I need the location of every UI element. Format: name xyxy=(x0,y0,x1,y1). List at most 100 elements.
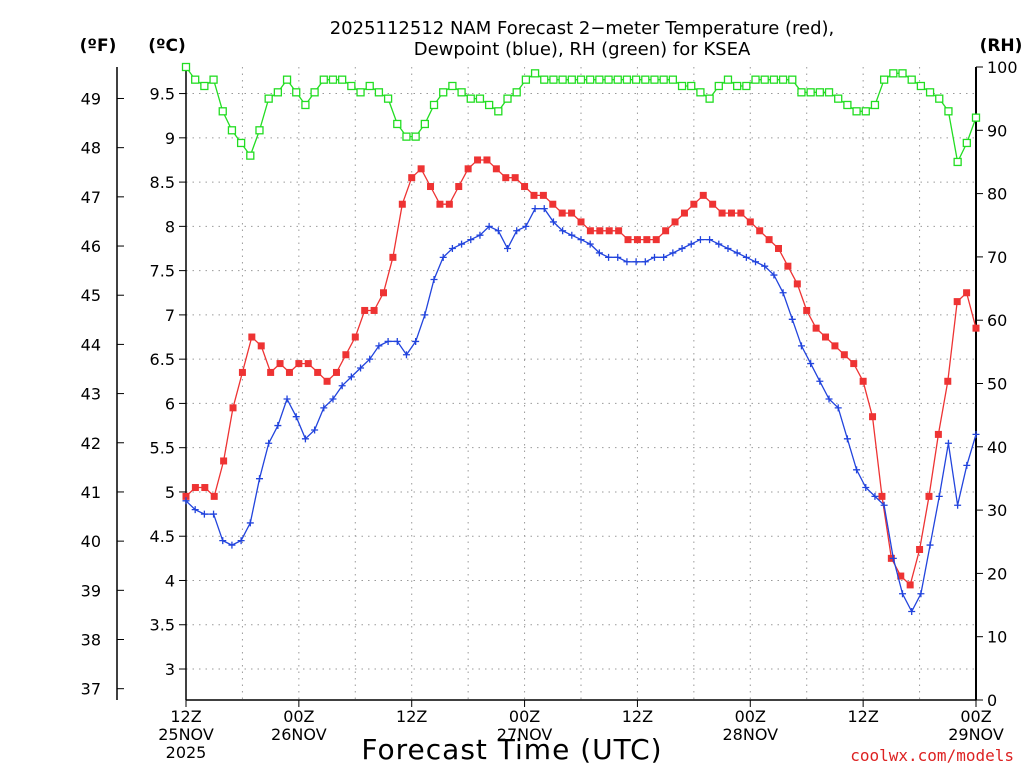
temperature-point xyxy=(953,298,961,306)
temperature-point xyxy=(568,209,576,217)
temperature-point xyxy=(558,209,566,217)
dewpoint-point xyxy=(807,360,815,368)
rh-point xyxy=(687,81,696,91)
dewpoint-point xyxy=(219,537,227,545)
dewpoint-point xyxy=(825,395,833,403)
temperature-point xyxy=(624,236,632,244)
temperature-point xyxy=(351,333,359,341)
dewpoint-point xyxy=(816,377,824,385)
temperature-point xyxy=(690,200,698,208)
dewpoint-point xyxy=(182,497,190,505)
rh-point xyxy=(907,75,916,84)
temperature-point xyxy=(680,209,688,217)
celsius-tick-label: 4.5 xyxy=(150,527,175,546)
celsius-tick-label: 6.5 xyxy=(150,350,175,369)
temperature-point xyxy=(822,333,830,341)
dewpoint-point xyxy=(513,227,521,235)
rh-point xyxy=(549,75,558,84)
rh-point xyxy=(273,88,283,97)
temperature-point xyxy=(380,289,387,297)
rh-point xyxy=(677,81,687,91)
rh-point xyxy=(429,100,439,110)
rh-point xyxy=(439,88,448,97)
dewpoint-point xyxy=(899,590,907,598)
dewpoint-point xyxy=(210,510,218,518)
dewpoint-point xyxy=(770,271,778,279)
dewpoint-point xyxy=(752,258,760,266)
temperature-point xyxy=(464,165,472,173)
dewpoint-point xyxy=(467,236,475,244)
temperature-point xyxy=(963,289,971,297)
rh-tick-label: 90 xyxy=(987,121,1007,140)
rh-point xyxy=(668,75,678,84)
rh-point xyxy=(402,132,411,141)
dewpoint-point xyxy=(614,253,622,261)
rh-point xyxy=(310,88,319,97)
rh-point xyxy=(659,75,668,84)
temperature-point xyxy=(793,280,801,288)
rh-tick-label: 10 xyxy=(987,628,1007,647)
rh-point xyxy=(714,81,723,91)
dewpoint-point xyxy=(862,484,870,492)
rh-point xyxy=(953,157,962,167)
dewpoint-point xyxy=(559,227,567,235)
rh-point xyxy=(411,132,420,141)
dewpoint-point xyxy=(292,413,300,421)
x-axis-label: Forecast Time (UTC) xyxy=(361,733,662,766)
temperature-point xyxy=(370,306,378,314)
rh-point xyxy=(383,94,393,103)
temperature-point xyxy=(314,368,322,376)
rh-point xyxy=(494,107,503,116)
dewpoint-point xyxy=(329,395,337,403)
rh-point xyxy=(530,69,540,78)
temperature-point xyxy=(389,253,397,261)
dewpoint-blue-series xyxy=(182,205,980,615)
dewpoint-point xyxy=(834,404,842,412)
dewpoint-point xyxy=(384,337,392,345)
fahrenheit-tick-label: 37 xyxy=(81,680,101,699)
rh-point xyxy=(576,75,586,84)
dewpoint-point xyxy=(926,541,934,549)
temperature-point xyxy=(220,457,228,465)
rh-point xyxy=(604,75,613,84)
temperature-point xyxy=(201,484,209,492)
temperature-point xyxy=(586,227,594,235)
dewpoint-point xyxy=(660,253,668,261)
rh-point xyxy=(971,113,981,122)
temperature-point xyxy=(605,227,613,235)
temperature-point xyxy=(784,262,792,270)
dewpoint-point xyxy=(623,258,631,266)
celsius-unit-label: (ºC) xyxy=(148,36,186,56)
dewpoint-point xyxy=(320,404,328,412)
rh-point xyxy=(420,119,429,129)
temperature-point xyxy=(445,200,453,208)
temperature-point xyxy=(765,236,773,244)
temperature-point xyxy=(756,227,764,235)
celsius-tick-label: 3.5 xyxy=(150,616,175,635)
temperature-point xyxy=(906,581,914,589)
rh-point xyxy=(760,75,769,84)
fahrenheit-tick-label: 47 xyxy=(81,188,101,207)
temperature-point xyxy=(652,236,660,244)
dewpoint-point xyxy=(531,205,539,213)
rh-point xyxy=(512,88,521,97)
temperature-point xyxy=(474,156,482,164)
temperature-point xyxy=(671,218,679,226)
rh-tick-label: 40 xyxy=(987,438,1007,457)
dewpoint-point xyxy=(963,461,971,469)
rh-tick-label: 50 xyxy=(987,375,1007,394)
rh-tick-label: 100 xyxy=(987,58,1018,77)
rh-point xyxy=(475,94,485,103)
dewpoint-point xyxy=(944,439,952,447)
dewpoint-point xyxy=(246,519,254,527)
fahrenheit-tick-label: 41 xyxy=(81,483,101,502)
rh-point xyxy=(834,94,843,103)
celsius-tick-label: 9 xyxy=(165,129,175,148)
rh-point xyxy=(264,94,273,103)
temperature-red-series xyxy=(182,156,980,589)
fahrenheit-tick-label: 46 xyxy=(81,237,101,256)
dewpoint-point xyxy=(641,258,649,266)
rh-point xyxy=(916,81,926,91)
fahrenheit-tick-label: 45 xyxy=(81,286,101,305)
